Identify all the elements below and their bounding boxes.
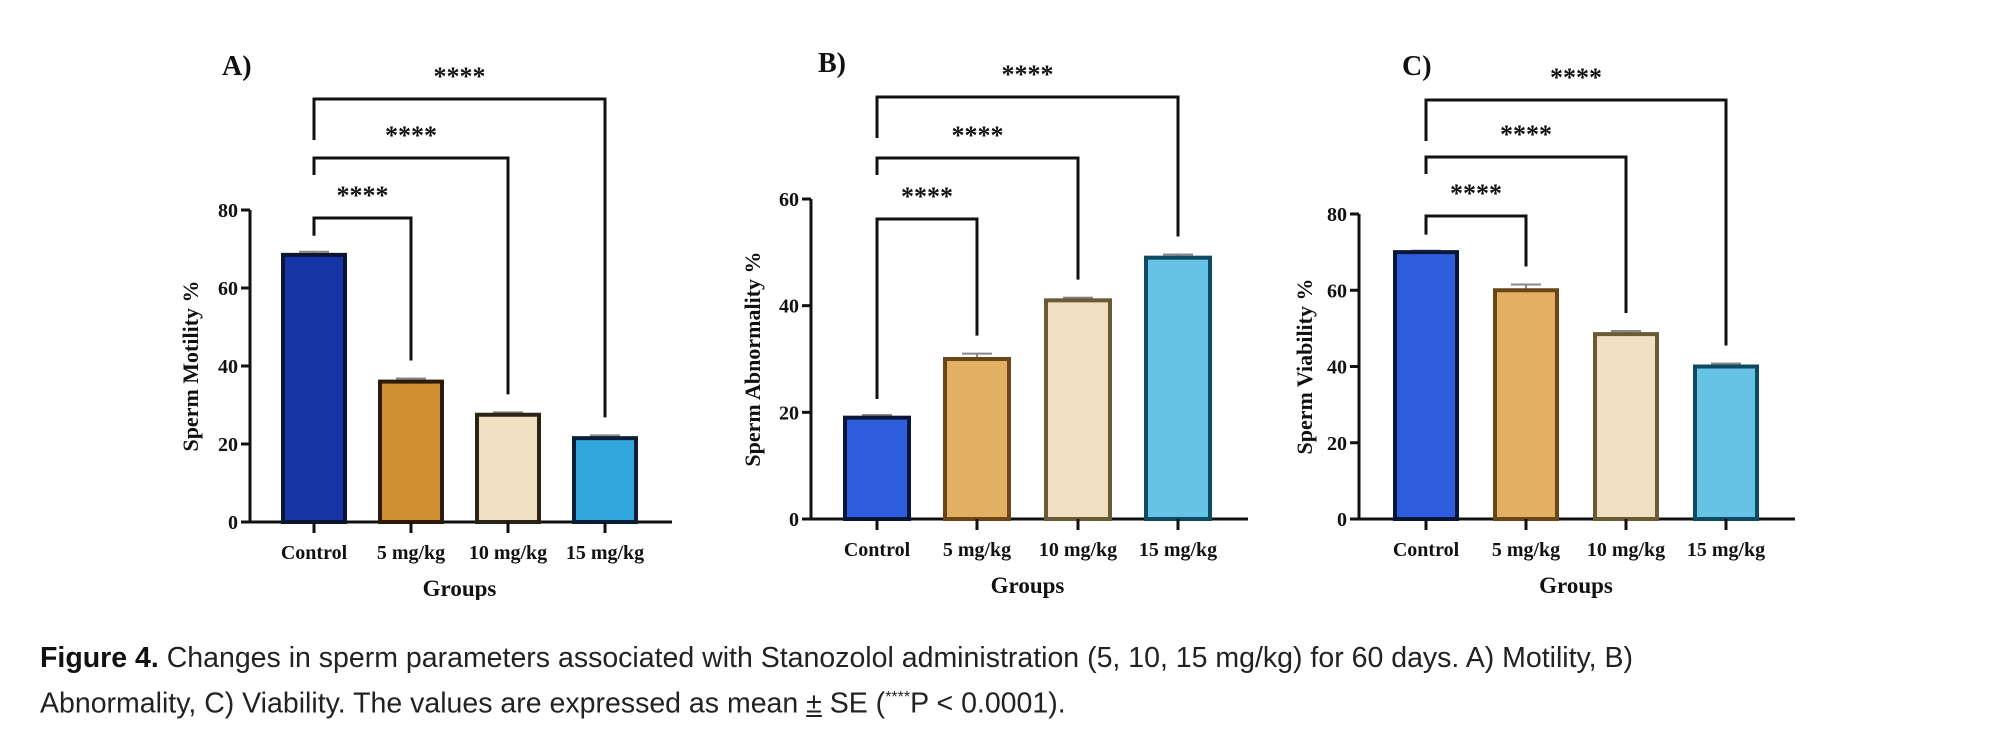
y-tick-label: 40: [779, 296, 799, 318]
significance-bracket: [312, 97, 607, 418]
x-tick-label: 10 mg/kg: [1039, 539, 1117, 561]
bar-control: [843, 415, 911, 521]
caption-text-2: Abnormality, C) Viability. The values ar…: [40, 687, 807, 720]
significance-bracket: [875, 95, 1180, 237]
x-tick-label: 5 mg/kg: [377, 542, 445, 564]
significance-stars: ****: [385, 121, 437, 150]
y-tick-label: 60: [1327, 280, 1347, 302]
significance-stars: ****: [434, 62, 486, 91]
significance-stars: ****: [952, 121, 1004, 150]
panel-c-viability-chart: C) 0 20 40 60 80 Sperm Viability % Control 5 mg/…: [1292, 51, 1795, 598]
bar-15-mg-kg: [572, 436, 638, 524]
panel-title: A): [222, 51, 252, 82]
x-axis-label: Groups: [991, 573, 1065, 598]
y-tick-label: 0: [789, 509, 799, 531]
panel-title: B): [818, 48, 846, 79]
bar-10-mg-kg: [475, 412, 541, 524]
significance-bracket: [875, 156, 1080, 280]
y-tick-label: 80: [218, 200, 238, 222]
y-tick-label: 60: [218, 278, 238, 300]
y-axis-label: Sperm Viability %: [1292, 278, 1317, 454]
bar-5-mg-kg: [943, 357, 1011, 521]
y-tick-label: 0: [1337, 509, 1347, 531]
x-tick-label: 5 mg/kg: [943, 539, 1011, 561]
x-tick-label: Control: [844, 539, 911, 561]
figure-caption: Figure 4. Changes in sperm parameters as…: [40, 638, 1980, 724]
panel-a-motility-chart: A) 0 20 40 60 80 Sperm Motility % Control 5 mg/k…: [178, 51, 672, 600]
x-tick-label: Control: [1393, 539, 1460, 561]
caption-line-2: Abnormality, C) Viability. The values ar…: [40, 678, 1980, 724]
y-axis-label: Sperm Abnormality %: [740, 251, 765, 466]
y-tick-label: 60: [779, 189, 799, 211]
bar-control: [1393, 250, 1459, 521]
bar-control: [281, 252, 347, 524]
caption-stars: ****: [885, 689, 911, 706]
panel-title: C): [1402, 51, 1432, 82]
x-tick-label: 15 mg/kg: [1139, 539, 1217, 561]
bar-5-mg-kg: [1493, 288, 1559, 521]
significance-stars: ****: [1002, 60, 1054, 89]
panel-b-abnormality-chart: B) 0 20 40 60 Sperm Abnormality % Control 5 mg/…: [740, 48, 1248, 598]
significance-bracket: [312, 156, 510, 395]
bar-10-mg-kg: [1044, 298, 1112, 522]
significance-bracket: [1424, 155, 1628, 314]
significance-bracket: [875, 217, 979, 399]
figure-4-charts: A) 0 20 40 60 80 Sperm Motility % Control 5 mg/k…: [178, 48, 1795, 600]
significance-stars: ****: [337, 181, 389, 210]
x-tick-label: 5 mg/kg: [1492, 539, 1560, 561]
plus-minus-symbol: ±: [806, 687, 822, 720]
x-tick-label: Control: [281, 542, 348, 564]
significance-bracket: [312, 216, 413, 361]
significance-stars: ****: [1500, 120, 1552, 149]
caption-text-3: SE (: [821, 687, 886, 720]
x-tick-label: 10 mg/kg: [469, 542, 547, 564]
x-tick-label: 15 mg/kg: [1687, 539, 1765, 561]
y-tick-label: 20: [779, 402, 799, 424]
y-axis-label: Sperm Motility %: [178, 280, 203, 451]
significance-stars: ****: [901, 182, 953, 211]
x-tick-label: 10 mg/kg: [1587, 539, 1665, 561]
y-tick-label: 40: [1327, 357, 1347, 379]
significance-stars: ****: [1450, 179, 1502, 208]
bar-10-mg-kg: [1593, 332, 1659, 521]
x-axis-label: Groups: [423, 576, 497, 600]
significance-bracket: [1424, 214, 1528, 267]
caption-text-1: Changes in sperm parameters associated w…: [158, 642, 1634, 674]
caption-text-4: P < 0.0001).: [910, 687, 1066, 720]
y-tick-label: 20: [218, 434, 238, 456]
significance-bracket: [1424, 98, 1728, 346]
x-tick-label: 15 mg/kg: [566, 542, 644, 564]
bar-15-mg-kg: [1144, 255, 1212, 521]
y-tick-label: 0: [228, 512, 238, 534]
y-tick-label: 20: [1327, 433, 1347, 455]
figure-label: Figure 4.: [40, 642, 159, 674]
significance-stars: ****: [1550, 63, 1602, 92]
y-tick-label: 40: [218, 356, 238, 378]
x-axis-label: Groups: [1539, 573, 1613, 598]
bar-15-mg-kg: [1693, 364, 1759, 521]
caption-line-1: Figure 4. Changes in sperm parameters as…: [40, 638, 1980, 678]
bar-5-mg-kg: [378, 379, 444, 524]
y-tick-label: 80: [1327, 204, 1347, 226]
